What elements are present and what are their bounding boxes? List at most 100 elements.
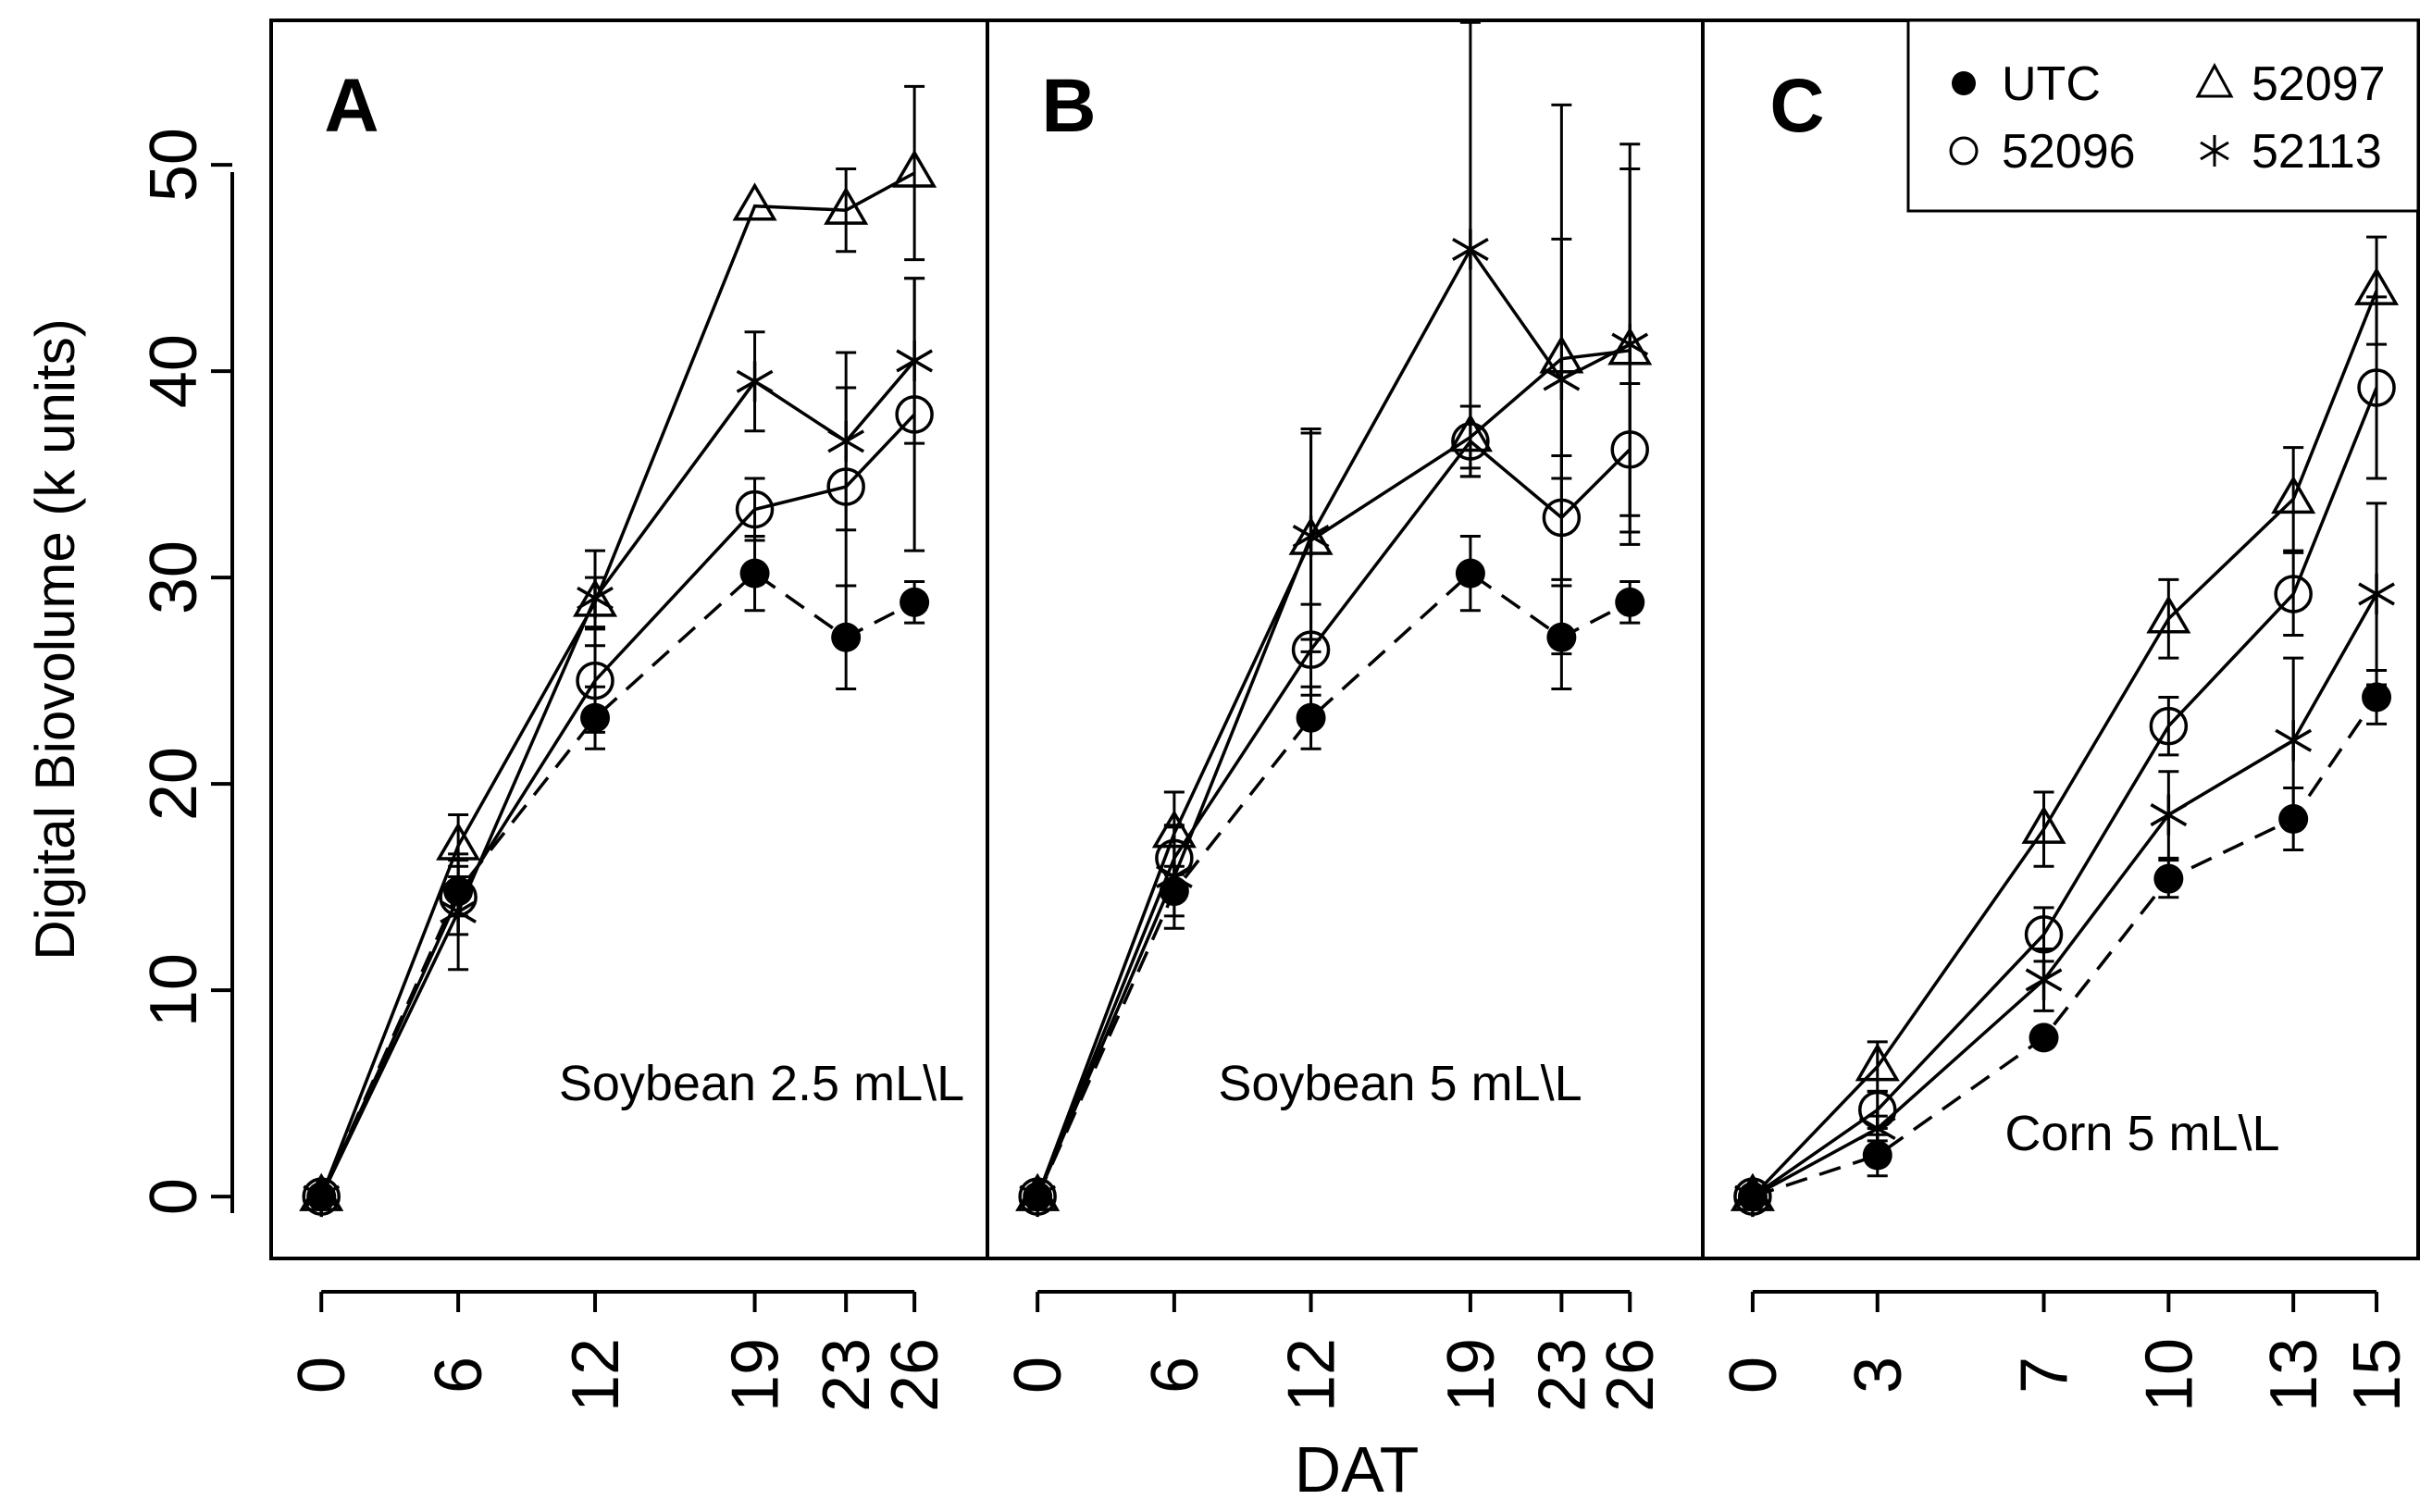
error-bar-52096	[2158, 695, 2179, 757]
series-line-52113	[1752, 593, 2378, 1198]
data-point-52113	[736, 361, 774, 403]
x-tick-label: 26	[878, 1338, 952, 1412]
data-point-52113	[1155, 856, 1193, 898]
data-point-52113	[1292, 515, 1330, 557]
data-point-utc	[2278, 804, 2309, 835]
panel-a-annotation: Soybean 2.5 mL\L	[559, 1056, 964, 1111]
filled-circle-icon	[1952, 71, 1976, 95]
error-bar-52097	[2283, 446, 2304, 552]
data-point-52113	[1734, 1176, 1771, 1218]
data-point-52096	[735, 490, 775, 529]
data-point-52096	[1451, 422, 1490, 461]
error-bar-52096	[2366, 295, 2388, 480]
y-tick-label: 0	[137, 1178, 211, 1215]
x-tick-label: 0	[1717, 1357, 1791, 1394]
data-point-utc	[1296, 702, 1326, 733]
x-tick-label: 12	[1275, 1338, 1349, 1412]
panel-a-letter: A	[324, 64, 378, 148]
data-point-52097	[2354, 266, 2400, 305]
data-point-utc	[1862, 1140, 1892, 1171]
data-point-52096	[2357, 368, 2396, 407]
data-point-52097	[436, 822, 481, 861]
data-point-52113	[2150, 794, 2188, 836]
data-point-52096	[2149, 706, 2189, 746]
x-tick-label: 0	[1001, 1357, 1075, 1394]
legend-entry-52113: 52113	[2200, 125, 2382, 179]
data-point-52113	[1611, 324, 1649, 366]
series-line-52097	[319, 171, 915, 1197]
y-tick-label: 50	[137, 128, 211, 202]
panel-b-letter: B	[1041, 64, 1096, 148]
data-point-utc	[739, 558, 770, 589]
x-tick-label: 13	[2257, 1338, 2331, 1412]
data-point-utc	[2153, 863, 2184, 894]
data-point-52097	[2271, 475, 2316, 514]
legend-box	[1906, 19, 2420, 213]
data-point-52097	[1855, 1043, 1900, 1082]
legend: UTC 52097 52096 52113	[1906, 19, 2420, 213]
series-line-utc	[1752, 696, 2378, 1198]
x-tick-label: 19	[1434, 1338, 1508, 1412]
error-bar-52097	[2033, 790, 2054, 868]
series-line-52097	[1751, 290, 2378, 1198]
data-point-utc	[900, 587, 930, 617]
error-bar-52097	[904, 84, 925, 262]
data-point-52113	[896, 340, 933, 381]
x-tick-label: 6	[1138, 1357, 1212, 1394]
data-point-52096	[1291, 630, 1331, 669]
data-point-52113	[577, 577, 614, 619]
legend-label-52113: 52113	[2252, 125, 2382, 179]
error-bar-52096	[2283, 551, 2304, 638]
x-tick-label: 7	[2008, 1357, 2082, 1394]
data-point-52113	[440, 891, 478, 933]
error-bar-52096	[744, 477, 765, 542]
panel-c-annotation: Corn 5 mL\L	[2004, 1106, 2279, 1161]
x-tick-label: 10	[2132, 1338, 2206, 1412]
legend-entry-utc: UTC	[1952, 57, 2101, 111]
x-tick-label: 6	[422, 1357, 496, 1394]
data-point-52097	[2146, 595, 2191, 634]
y-axis: 0 10 20 30 40 50 Digital Biovolume (k units)	[24, 128, 234, 1215]
data-point-52097	[824, 186, 869, 225]
data-point-utc	[580, 702, 611, 733]
x-tick-label: 23	[810, 1338, 884, 1412]
x-tick-label: 23	[1525, 1338, 1599, 1412]
legend-entry-52097: 52097	[2195, 57, 2386, 111]
data-point-utc	[1615, 587, 1645, 617]
panel-c: 0 3 7 10 13 15	[1717, 235, 2414, 1412]
error-bar-52097	[2158, 577, 2179, 660]
legend-entry-52096: 52096	[1949, 125, 2136, 179]
data-point-utc	[1455, 558, 1485, 589]
data-point-52113	[303, 1176, 341, 1218]
legend-label-52096: 52096	[2002, 125, 2136, 179]
data-point-52096	[2024, 915, 2064, 954]
x-axis-label: DAT	[1295, 1433, 1420, 1506]
data-point-52096	[895, 395, 934, 434]
data-point-utc	[831, 622, 862, 652]
triangle-icon	[2195, 62, 2234, 98]
data-point-utc	[2029, 1022, 2059, 1053]
data-point-52096	[2274, 575, 2313, 613]
legend-label-utc: UTC	[2002, 57, 2101, 111]
y-tick-label: 30	[137, 540, 211, 614]
data-point-utc	[443, 876, 474, 907]
x-tick-label: 3	[1842, 1357, 1916, 1394]
data-point-52113	[1019, 1176, 1057, 1218]
data-point-52096	[1542, 498, 1582, 538]
data-point-52113	[2275, 720, 2313, 762]
x-tick-label: 15	[2340, 1338, 2414, 1412]
data-point-52113	[2025, 959, 2063, 1000]
data-point-52096	[826, 467, 865, 506]
y-tick-label: 40	[137, 334, 211, 408]
x-tick-label: 19	[719, 1338, 793, 1412]
y-tick-label: 10	[137, 953, 211, 1027]
data-point-52113	[827, 420, 865, 462]
data-point-52097	[732, 182, 777, 221]
plot-frame	[269, 19, 2420, 1260]
data-point-52097	[2021, 805, 2066, 844]
data-point-52096	[1610, 430, 1649, 469]
data-point-utc	[2362, 682, 2392, 713]
